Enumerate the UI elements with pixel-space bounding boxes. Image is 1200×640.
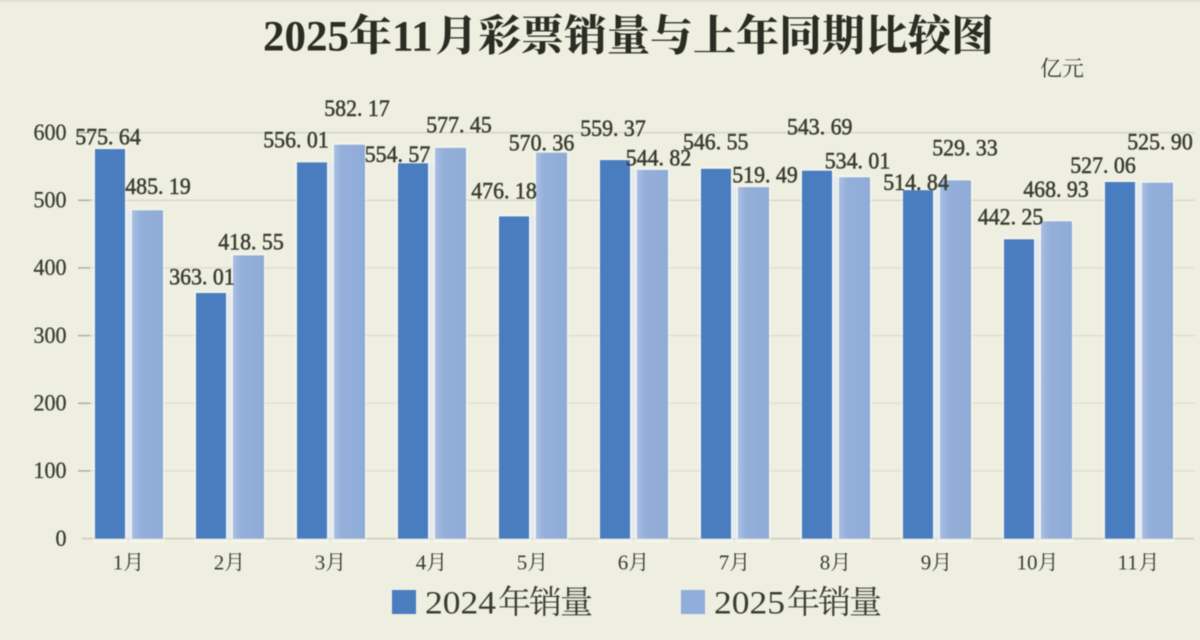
svg-text:363. 01: 363. 01: [169, 265, 235, 290]
svg-text:468. 93: 468. 93: [1023, 177, 1089, 202]
svg-text:200: 200: [34, 391, 67, 416]
svg-text:544. 82: 544. 82: [626, 146, 692, 171]
svg-text:6: 6: [618, 551, 629, 575]
svg-text:582. 17: 582. 17: [324, 96, 390, 121]
svg-text:11: 11: [1118, 551, 1138, 575]
svg-text:600: 600: [34, 120, 67, 145]
svg-text:476. 18: 476. 18: [471, 179, 537, 204]
svg-text:418. 55: 418. 55: [218, 230, 284, 255]
svg-text:400: 400: [34, 255, 67, 280]
svg-text:4: 4: [416, 551, 427, 575]
svg-text:2: 2: [214, 551, 225, 575]
svg-text:534. 01: 534. 01: [825, 149, 891, 174]
svg-text:577. 45: 577. 45: [426, 112, 492, 137]
svg-text:5: 5: [517, 551, 528, 575]
svg-text:3: 3: [315, 551, 326, 575]
svg-text:7: 7: [719, 551, 730, 575]
svg-text:2024: 2024: [425, 586, 496, 622]
svg-text:485. 19: 485. 19: [125, 174, 191, 199]
svg-text:543. 69: 543. 69: [787, 115, 853, 140]
svg-text:2025: 2025: [263, 14, 349, 61]
svg-text:9: 9: [921, 551, 932, 575]
svg-text:500: 500: [34, 188, 67, 213]
svg-text:559. 37: 559. 37: [580, 116, 646, 141]
svg-text:8: 8: [820, 551, 831, 575]
svg-text:442. 25: 442. 25: [978, 205, 1044, 230]
svg-text:525. 90: 525. 90: [1127, 129, 1193, 154]
svg-text:1: 1: [113, 551, 124, 575]
svg-text:0: 0: [56, 526, 67, 551]
svg-text:300: 300: [34, 323, 67, 348]
svg-text:556. 01: 556. 01: [263, 128, 329, 153]
svg-text:527. 06: 527. 06: [1070, 153, 1136, 178]
svg-text:100: 100: [34, 458, 67, 483]
svg-text:10: 10: [1017, 551, 1038, 575]
svg-text:514. 84: 514. 84: [883, 170, 949, 195]
svg-text:529. 33: 529. 33: [932, 136, 998, 161]
svg-text:11: 11: [392, 14, 433, 61]
svg-text:570. 36: 570. 36: [509, 131, 575, 156]
svg-text:575. 64: 575. 64: [75, 125, 141, 150]
svg-text:546. 55: 546. 55: [683, 130, 749, 155]
svg-text:519. 49: 519. 49: [732, 162, 798, 187]
svg-text:2025: 2025: [714, 586, 785, 622]
svg-text:554. 57: 554. 57: [365, 142, 431, 167]
